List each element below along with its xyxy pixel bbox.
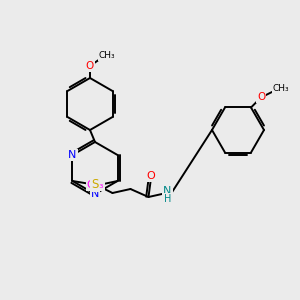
Text: O: O xyxy=(146,171,155,181)
Text: H: H xyxy=(164,194,171,204)
Text: N: N xyxy=(163,186,172,196)
Text: O: O xyxy=(86,61,94,71)
Text: CH₃: CH₃ xyxy=(273,84,289,93)
Text: N: N xyxy=(91,189,99,199)
Text: O: O xyxy=(257,92,265,103)
Text: N: N xyxy=(68,150,77,160)
Text: S: S xyxy=(91,178,98,191)
Text: CH₃: CH₃ xyxy=(99,52,115,61)
Text: CF₃: CF₃ xyxy=(87,180,104,190)
